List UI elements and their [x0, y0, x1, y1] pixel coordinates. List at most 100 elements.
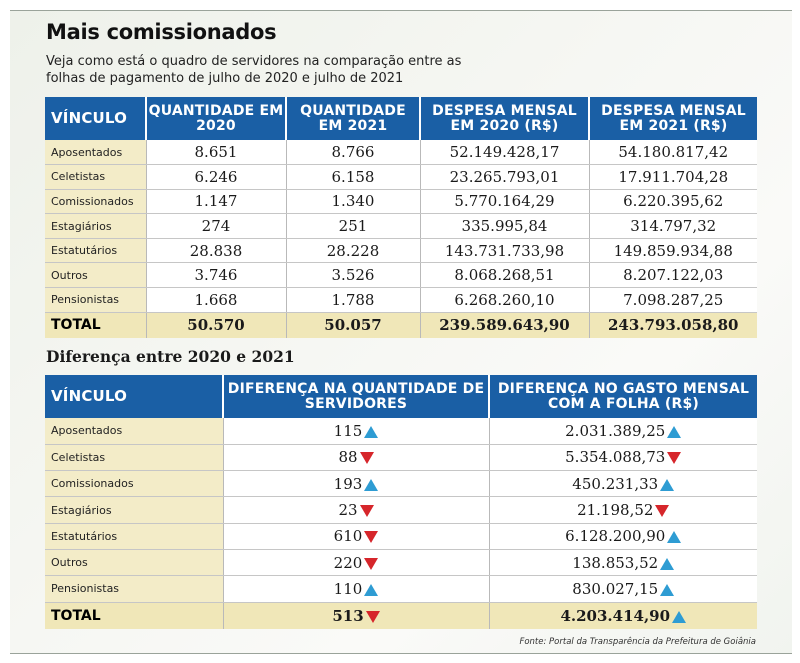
- expense-2021-cell: 17.911.704,28: [589, 164, 757, 190]
- row-label: Aposentados: [45, 418, 224, 445]
- total-qty-2020: 50.570: [146, 312, 287, 339]
- row-label: Celetistas: [45, 444, 224, 472]
- header-cost-difference: DIFERENÇA NO GASTO MENSAL COM A FOLHA (R…: [489, 375, 757, 418]
- qty-difference-cell: 610: [223, 523, 490, 550]
- row-label: Estagiários: [45, 496, 224, 524]
- cost-difference-value: 830.027,15: [572, 579, 659, 598]
- arrow-up-icon: [660, 583, 675, 596]
- qty-difference-value: 610: [333, 527, 363, 546]
- row-label: Comissionados: [45, 189, 147, 215]
- qty-2020-cell: 28.838: [146, 238, 287, 264]
- cost-difference-value: 4.203.414,90: [560, 606, 671, 625]
- staff-comparison-table: VÍNCULO QUANTIDADE EM 2020 QUANTIDADE EM…: [45, 97, 757, 339]
- table-row: Estagiários 274 251 335.995,84 314.797,3…: [45, 213, 757, 239]
- qty-difference-cell: 110: [223, 575, 490, 603]
- cost-difference-cell: 450.231,33: [489, 470, 757, 498]
- cost-difference-value: 21.198,52: [577, 501, 654, 520]
- cost-difference-cell: 2.031.389,25: [489, 418, 757, 445]
- row-label: Outros: [45, 262, 147, 289]
- arrow-down-icon: [364, 557, 379, 570]
- total-expense-2020: 239.589.643,90: [420, 312, 590, 339]
- row-label: Pensionistas: [45, 287, 147, 313]
- table-row: Celetistas 88 5.354.088,73: [45, 444, 757, 472]
- table-row: Aposentados 8.651 8.766 52.149.428,17 54…: [45, 140, 757, 166]
- cost-difference-value: 5.354.088,73: [565, 448, 666, 467]
- qty-difference-value: 193: [333, 474, 363, 493]
- row-label: Estatutários: [45, 523, 224, 550]
- table-row: Pensionistas 1.668 1.788 6.268.260,10 7.…: [45, 287, 757, 313]
- table-header-row: VÍNCULO DIFERENÇA NA QUANTIDADE DE SERVI…: [45, 375, 757, 418]
- expense-2021-cell: 314.797,32: [589, 213, 757, 239]
- header-qty-2020: QUANTIDADE EM 2020: [146, 97, 287, 140]
- table-row: Pensionistas 110 830.027,15: [45, 575, 757, 603]
- cost-difference-value: 6.128.200,90: [565, 527, 666, 546]
- total-label: TOTAL: [45, 312, 147, 339]
- row-label: Outros: [45, 549, 224, 577]
- qty-difference-value: 115: [333, 421, 363, 440]
- expense-2020-cell: 5.770.164,29: [420, 189, 590, 215]
- cost-difference-cell: 5.354.088,73: [489, 444, 757, 472]
- arrow-down-icon: [359, 505, 374, 518]
- subtitle: Veja como está o quadro de servidores na…: [46, 54, 462, 86]
- qty-2020-cell: 3.746: [146, 262, 287, 289]
- header-expense-2021: DESPESA MENSAL EM 2021 (R$): [589, 97, 757, 140]
- arrow-down-icon: [359, 452, 374, 465]
- row-label: Estagiários: [45, 213, 147, 239]
- table-row: Aposentados 115 2.031.389,25: [45, 418, 757, 445]
- difference-section-title: Diferença entre 2020 e 2021: [46, 347, 295, 366]
- arrow-up-icon: [364, 583, 379, 596]
- qty-2021-cell: 28.228: [286, 238, 421, 264]
- qty-2021-cell: 251: [286, 213, 421, 239]
- qty-2020-cell: 1.147: [146, 189, 287, 215]
- expense-2020-cell: 8.068.268,51: [420, 262, 590, 289]
- header-vinculo: VÍNCULO: [45, 97, 147, 140]
- qty-difference-value: 88: [338, 448, 358, 467]
- row-label: Celetistas: [45, 164, 147, 190]
- expense-2020-cell: 52.149.428,17: [420, 140, 590, 166]
- qty-2020-cell: 274: [146, 213, 287, 239]
- total-qty-2021: 50.057: [286, 312, 421, 339]
- qty-difference-value: 220: [333, 553, 363, 572]
- arrow-up-icon: [667, 425, 682, 438]
- header-expense-2020: DESPESA MENSAL EM 2020 (R$): [420, 97, 590, 140]
- cost-difference-cell: 21.198,52: [489, 496, 757, 524]
- qty-difference-cell: 193: [223, 470, 490, 498]
- expense-2020-cell: 143.731.733,98: [420, 238, 590, 264]
- table-row: Outros 3.746 3.526 8.068.268,51 8.207.12…: [45, 262, 757, 289]
- qty-difference-cell: 88: [223, 444, 490, 472]
- expense-2020-cell: 23.265.793,01: [420, 164, 590, 190]
- expense-2021-cell: 8.207.122,03: [589, 262, 757, 289]
- arrow-up-icon: [364, 425, 379, 438]
- expense-2021-cell: 7.098.287,25: [589, 287, 757, 313]
- header-vinculo: VÍNCULO: [45, 375, 224, 418]
- source-credit: Fonte: Portal da Transparência da Prefei…: [519, 637, 756, 647]
- arrow-down-icon: [667, 452, 682, 465]
- arrow-up-icon: [660, 478, 675, 491]
- arrow-down-icon: [655, 505, 670, 518]
- row-label: Comissionados: [45, 470, 224, 498]
- qty-difference-value: 110: [333, 579, 363, 598]
- expense-2021-cell: 54.180.817,42: [589, 140, 757, 166]
- difference-table: VÍNCULO DIFERENÇA NA QUANTIDADE DE SERVI…: [45, 375, 757, 630]
- cost-difference-value: 450.231,33: [572, 474, 659, 493]
- qty-2021-cell: 8.766: [286, 140, 421, 166]
- table-row: Celetistas 6.246 6.158 23.265.793,01 17.…: [45, 164, 757, 190]
- row-label: Aposentados: [45, 140, 147, 166]
- qty-2020-cell: 1.668: [146, 287, 287, 313]
- table-row: Comissionados 193 450.231,33: [45, 470, 757, 498]
- table-row: Comissionados 1.147 1.340 5.770.164,29 6…: [45, 189, 757, 215]
- qty-difference-value: 23: [338, 501, 358, 520]
- table-header-row: VÍNCULO QUANTIDADE EM 2020 QUANTIDADE EM…: [45, 97, 757, 140]
- cost-difference-cell: 4.203.414,90: [489, 602, 757, 630]
- cost-difference-cell: 830.027,15: [489, 575, 757, 603]
- row-label: Estatutários: [45, 238, 147, 264]
- arrow-down-icon: [364, 531, 379, 544]
- qty-2020-cell: 8.651: [146, 140, 287, 166]
- qty-2021-cell: 6.158: [286, 164, 421, 190]
- qty-difference-cell: 220: [223, 549, 490, 577]
- total-label: TOTAL: [45, 602, 224, 630]
- header-qty-difference: DIFERENÇA NA QUANTIDADE DE SERVIDORES: [223, 375, 490, 418]
- arrow-up-icon: [364, 478, 379, 491]
- qty-2021-cell: 1.788: [286, 287, 421, 313]
- cost-difference-cell: 6.128.200,90: [489, 523, 757, 550]
